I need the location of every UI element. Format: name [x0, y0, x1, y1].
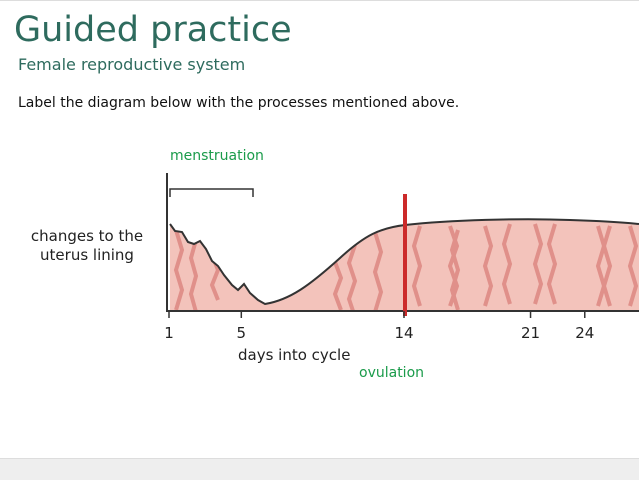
- tick-label: 5: [237, 324, 247, 342]
- x-label: days into cycle: [238, 346, 350, 364]
- menstruation-bracket: [169, 188, 254, 197]
- footer-bar: [0, 458, 639, 480]
- ovulation-label: ovulation: [359, 365, 424, 381]
- lining-curve: [169, 218, 639, 306]
- tick-label: 24: [575, 324, 594, 342]
- title: Guided practice: [14, 10, 292, 50]
- top-border: [0, 0, 639, 1]
- instruction: Label the diagram below with the process…: [18, 95, 460, 111]
- menstruation-label: menstruation: [170, 148, 264, 164]
- y-label-line: changes to the: [31, 227, 143, 245]
- subtitle: Female reproductive system: [18, 55, 246, 74]
- tick-label: 1: [164, 324, 174, 342]
- tick-label: 14: [394, 324, 413, 342]
- x-ticks: 1 5 14 21 24: [164, 311, 594, 342]
- blood-vessels: [173, 223, 639, 311]
- y-label-line: uterus lining: [40, 246, 134, 264]
- diagram: menstruation ovulation days into cycle c…: [31, 148, 639, 381]
- tick-label: 21: [521, 324, 540, 342]
